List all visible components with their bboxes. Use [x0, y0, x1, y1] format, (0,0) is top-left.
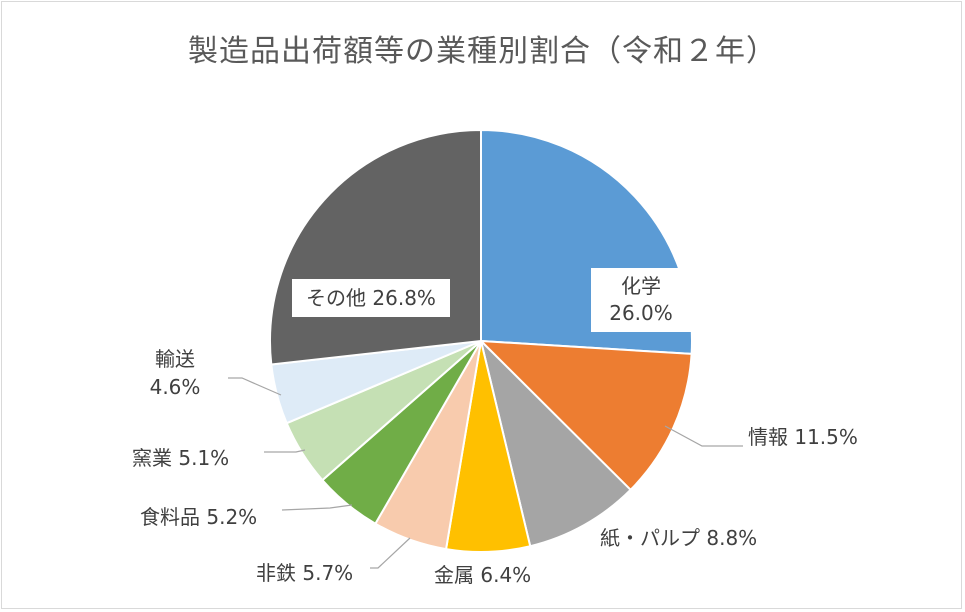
pie-slice-2: [478, 339, 693, 492]
data-label-value-8: 4.6%: [150, 375, 201, 399]
chart-title: 製造品出荷額等の業種別割合（令和２年）: [188, 34, 777, 69]
data-label-name-8: 輸送: [155, 347, 195, 371]
leader-line-6: [281, 504, 353, 511]
data-label-9: その他 26.8%: [306, 286, 436, 310]
leader-line-5: [370, 537, 411, 569]
data-label-box-1: [591, 268, 691, 332]
pie-labels: 化学 26.0% 情報 11.5% 紙・パルプ 8.8% 金属 6.4% 非鉄 5.7% 食…: [132, 268, 858, 587]
data-label-value-1: 26.0%: [609, 301, 673, 325]
data-label-2: 情報 11.5%: [748, 425, 858, 449]
data-label-name-1: 化学: [621, 274, 661, 298]
data-label-6: 食料品 5.2%: [140, 505, 257, 529]
data-label-7: 窯業 5.1%: [132, 446, 229, 470]
leader-line-2: [664, 425, 743, 447]
data-label-4: 金属 6.4%: [434, 563, 531, 587]
data-label-3: 紙・パルプ 8.8%: [600, 526, 757, 550]
leader-line-8: [228, 377, 282, 396]
data-label-box-9: [292, 279, 450, 317]
pie-slices: [269, 128, 693, 553]
leader-line-7: [264, 449, 306, 453]
pie-slice-9: [269, 128, 482, 366]
data-label-5: 非鉄 5.7%: [256, 561, 353, 585]
